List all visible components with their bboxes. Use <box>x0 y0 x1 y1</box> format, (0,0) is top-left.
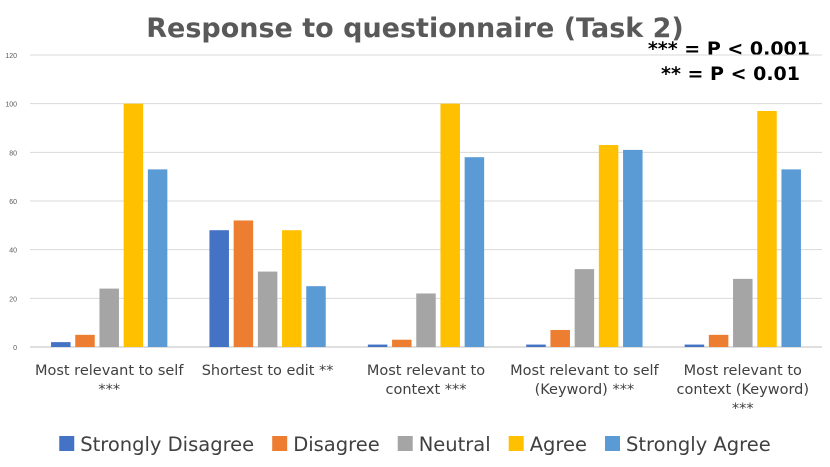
bar <box>257 271 278 347</box>
x-tick-label: *** <box>732 401 754 417</box>
y-tick-label: 40 <box>9 248 17 255</box>
bar <box>684 344 705 347</box>
significance-note-2: ** = P < 0.01 <box>661 63 800 85</box>
x-tick-label: Most relevant to <box>684 363 802 379</box>
legend-label: Neutral <box>419 433 491 456</box>
y-tick-label: 20 <box>9 296 17 303</box>
bar <box>733 278 753 347</box>
chart-title: Response to questionnaire (Task 2) <box>146 13 684 44</box>
x-tick-label: Most relevant to <box>367 363 485 379</box>
bars <box>51 103 801 348</box>
legend-label: Agree <box>530 433 587 456</box>
bar <box>367 344 388 347</box>
bar <box>392 339 412 347</box>
bar <box>123 103 144 348</box>
bar <box>209 230 229 347</box>
bar <box>51 342 71 347</box>
bar <box>99 288 119 347</box>
legend-label: Disagree <box>293 433 380 456</box>
significance-note-1: *** = P < 0.001 <box>648 38 810 60</box>
bar <box>526 344 546 347</box>
bar <box>306 286 326 347</box>
bar <box>598 145 619 347</box>
legend-label: Strongly Agree <box>626 433 771 456</box>
bar <box>708 334 729 347</box>
bar <box>416 293 436 347</box>
legend-swatch <box>508 436 524 451</box>
bar <box>623 149 643 347</box>
x-tick-label: context (Keyword) <box>677 382 810 398</box>
y-axis: 0 20 40 60 80 100 120 <box>5 53 17 352</box>
legend-swatch <box>59 436 75 451</box>
y-tick-label: 0 <box>13 345 17 352</box>
bar <box>147 169 168 347</box>
bar <box>233 220 254 347</box>
x-tick-label: *** <box>98 382 120 398</box>
bar <box>550 329 570 347</box>
bar <box>282 230 302 347</box>
y-tick-label: 80 <box>9 150 17 157</box>
legend-swatch <box>605 436 621 451</box>
bar <box>757 110 777 347</box>
legend-swatch <box>272 436 288 451</box>
x-tick-label: Most relevant to self <box>35 363 184 379</box>
x-tick-label: Shortest to edit ** <box>202 363 334 379</box>
x-axis: Most relevant to self *** Shortest to edit… <box>35 363 809 417</box>
y-tick-label: 60 <box>9 199 17 206</box>
legend: Strongly Disagree Disagree Neutral Agree Str… <box>59 433 771 456</box>
x-tick-label: (Keyword) *** <box>535 382 635 398</box>
x-tick-label: context *** <box>385 382 466 398</box>
bar <box>464 157 485 347</box>
y-tick-label: 120 <box>5 53 17 60</box>
x-tick-label: Most relevant to self <box>510 363 659 379</box>
bar <box>440 103 460 348</box>
legend-swatch <box>397 436 413 451</box>
bar <box>75 334 95 347</box>
bar <box>574 269 595 347</box>
y-tick-label: 100 <box>5 102 17 109</box>
legend-label: Strongly Disagree <box>80 433 254 456</box>
bar <box>781 169 801 347</box>
